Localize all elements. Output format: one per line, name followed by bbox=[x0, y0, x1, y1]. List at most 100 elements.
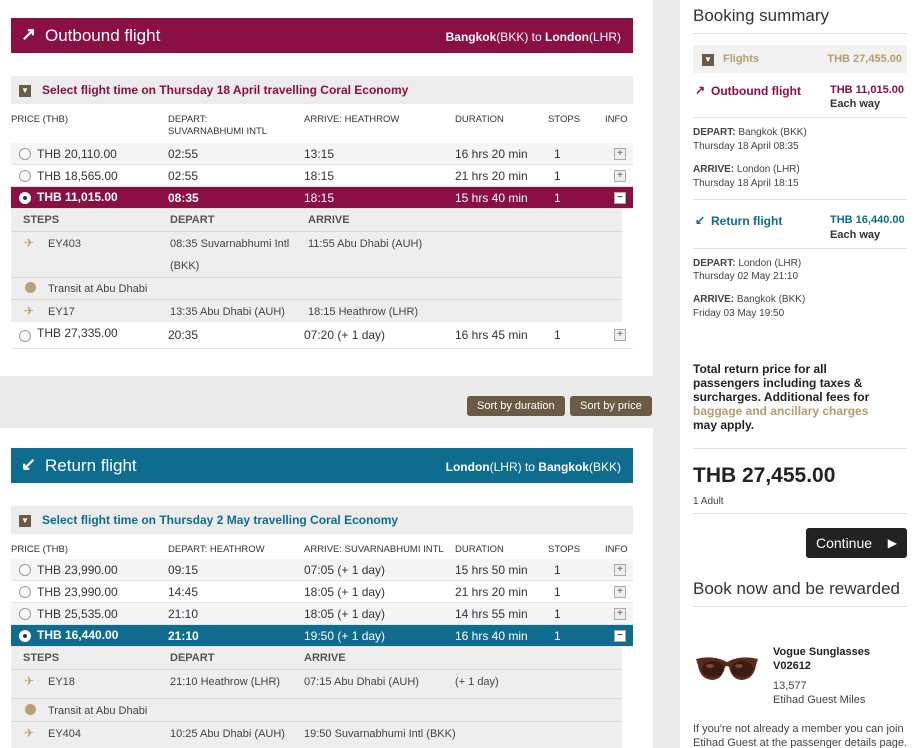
return-arrow-icon: ↙ bbox=[695, 213, 706, 227]
summary-return-label: Return flight bbox=[711, 214, 783, 228]
return-select-text: Select flight time on Thursday 2 May tra… bbox=[42, 513, 399, 527]
product-code: V02612 bbox=[773, 660, 811, 672]
flight-row[interactable]: THB 23,990.00 14:45 18:05 (+ 1 day) 21 h… bbox=[11, 581, 633, 603]
collapse-icon[interactable]: ▼ bbox=[702, 54, 714, 66]
col-info: INFO bbox=[605, 114, 628, 125]
leg-arrive: 18:15 Heathrow (LHR) bbox=[308, 306, 419, 318]
return-arrow-icon: ↙ bbox=[21, 454, 37, 474]
member-text-2: Etihad Guest at the passenger details pa… bbox=[693, 737, 908, 748]
summary-return-each: Each way bbox=[830, 229, 881, 241]
summary-ret-arrive-time: Friday 03 May 19:50 bbox=[693, 308, 785, 319]
passenger-count: 1 Adult bbox=[693, 496, 724, 507]
return-select-bar[interactable]: ▼ Select flight time on Thursday 2 May t… bbox=[11, 506, 633, 534]
booking-summary-panel: Booking summary ▼ Flights THB 27,455.00 … bbox=[680, 0, 915, 748]
flight-row[interactable]: THB 23,990.00 09:15 07:05 (+ 1 day) 15 h… bbox=[11, 559, 633, 581]
leg-flight-number: EY18 bbox=[48, 676, 75, 688]
flight-price: THB 16,440.00 bbox=[37, 628, 119, 642]
flight-radio[interactable] bbox=[19, 148, 31, 160]
flight-row-selected[interactable]: THB 16,440.00 21:10 19:50 (+ 1 day) 16 h… bbox=[11, 625, 633, 647]
total-text-2: passengers including taxes & bbox=[693, 376, 863, 390]
col-depart: DEPART: SUVARNABHUMI INTL bbox=[168, 114, 268, 137]
plane-icon: ✈ bbox=[24, 726, 35, 740]
flight-price: THB 18,565.00 bbox=[37, 169, 118, 183]
expand-info-icon[interactable]: + bbox=[614, 170, 626, 182]
flight-row[interactable]: THB 27,335.00 20:35 07:20 (+ 1 day) 16 h… bbox=[11, 323, 633, 349]
total-text-4: may apply. bbox=[693, 418, 755, 432]
flight-duration: 21 hrs 20 min bbox=[455, 585, 528, 599]
plane-icon: ✈ bbox=[24, 674, 35, 688]
col-price: PRICE (THB) bbox=[11, 544, 68, 555]
flight-stops: 1 bbox=[554, 328, 561, 342]
continue-button[interactable]: Continue ▶ bbox=[806, 528, 907, 558]
col-depart: DEPART: HEATHROW bbox=[168, 544, 265, 555]
col-arrive: ARRIVE: HEATHROW bbox=[304, 114, 400, 125]
flight-stops: 1 bbox=[554, 629, 561, 643]
flight-row-selected[interactable]: THB 11,015.00 08:35 18:15 15 hrs 40 min … bbox=[11, 187, 633, 209]
flight-duration: 16 hrs 20 min bbox=[455, 147, 528, 161]
expand-info-icon[interactable]: + bbox=[614, 329, 626, 341]
outbound-select-text: Select flight time on Thursday 18 April … bbox=[42, 83, 409, 97]
collapse-info-icon[interactable]: − bbox=[614, 630, 626, 642]
leg-depart: 21:10 Heathrow (LHR) bbox=[170, 676, 281, 688]
flight-arrive: 07:05 (+ 1 day) bbox=[304, 563, 386, 577]
col-duration: DURATION bbox=[455, 544, 504, 555]
summary-ret-depart-time: Thursday 02 May 21:10 bbox=[693, 271, 799, 282]
plane-icon: ✈ bbox=[24, 304, 35, 318]
flights-summary-bar[interactable]: ▼ Flights THB 27,455.00 bbox=[693, 45, 907, 73]
col-stops: STOPS bbox=[548, 114, 581, 125]
arrive-label: ARRIVE bbox=[308, 214, 350, 226]
flight-depart: 21:10 bbox=[168, 607, 199, 621]
collapse-icon[interactable]: ▼ bbox=[19, 85, 31, 97]
flight-depart: 08:35 bbox=[168, 191, 199, 205]
col-stops: STOPS bbox=[548, 544, 581, 555]
flight-duration: 16 hrs 40 min bbox=[455, 629, 528, 643]
leg-depart-code: (BKK) bbox=[170, 260, 200, 272]
chevron-right-icon: ▶ bbox=[887, 536, 897, 550]
steps-label: STEPS bbox=[23, 214, 60, 226]
flight-radio[interactable] bbox=[19, 630, 31, 642]
member-text-1: If you're not already a member you can j… bbox=[693, 723, 904, 735]
flight-radio[interactable] bbox=[19, 564, 31, 576]
fees-link[interactable]: baggage and ancillary charges bbox=[693, 404, 869, 418]
expand-info-icon[interactable]: + bbox=[614, 586, 626, 598]
collapse-icon[interactable]: ▼ bbox=[19, 515, 31, 527]
flight-row[interactable]: THB 25,535.00 21:10 18:05 (+ 1 day) 14 h… bbox=[11, 603, 633, 625]
summary-outbound-price: THB 11,015.00 bbox=[830, 84, 904, 96]
expand-info-icon[interactable]: + bbox=[614, 148, 626, 160]
flight-radio[interactable] bbox=[19, 586, 31, 598]
leg-flight-number: EY404 bbox=[48, 728, 82, 740]
flight-stops: 1 bbox=[554, 147, 561, 161]
outbound-header: ↗ Outbound flight Bangkok(BKK) to London… bbox=[11, 18, 633, 53]
leg-arrive-note: (+ 1 day) bbox=[455, 676, 499, 688]
summary-outbound-label: Outbound flight bbox=[711, 84, 801, 98]
summary-return-price: THB 16,440.00 bbox=[830, 214, 905, 226]
flight-arrive: 18:05 (+ 1 day) bbox=[304, 607, 386, 621]
return-header: ↙ Return flight London(LHR) to Bangkok(B… bbox=[11, 448, 633, 483]
flight-radio[interactable] bbox=[19, 608, 31, 620]
col-arrive: ARRIVE: SUVARNABHUMI INTL bbox=[304, 544, 444, 555]
flight-duration: 16 hrs 45 min bbox=[455, 328, 528, 342]
collapse-info-icon[interactable]: − bbox=[614, 192, 626, 204]
summary-ret-arrive: ARRIVE: Bangkok (BKK) bbox=[693, 294, 806, 305]
flight-depart: 02:55 bbox=[168, 169, 199, 183]
flight-radio[interactable] bbox=[19, 170, 31, 182]
sort-by-duration-button[interactable]: Sort by duration bbox=[467, 396, 565, 416]
expand-info-icon[interactable]: + bbox=[614, 564, 626, 576]
outbound-select-bar[interactable]: ▼ Select flight time on Thursday 18 Apri… bbox=[11, 76, 633, 104]
leg-arrive: 07:15 Abu Dhabi (AUH) bbox=[304, 676, 419, 688]
arrive-label: ARRIVE bbox=[304, 652, 346, 664]
flight-radio[interactable] bbox=[19, 192, 31, 204]
steps-label: STEPS bbox=[23, 652, 60, 664]
return-flight-details: STEPS DEPART ARRIVE ✈ EY18 21:10 Heathro… bbox=[11, 647, 622, 748]
flight-depart: 14:45 bbox=[168, 585, 199, 599]
flight-arrive: 18:15 bbox=[304, 169, 335, 183]
sort-by-price-button[interactable]: Sort by price bbox=[570, 396, 652, 416]
column-separator bbox=[653, 0, 680, 748]
leg-flight-number: EY17 bbox=[48, 306, 75, 318]
flight-row[interactable]: THB 20,110.00 02:55 13:15 16 hrs 20 min … bbox=[11, 143, 633, 165]
flight-row[interactable]: THB 18,565.00 02:55 18:15 21 hrs 20 min … bbox=[11, 165, 633, 187]
outbound-title: Outbound flight bbox=[45, 26, 161, 45]
flight-depart: 21:10 bbox=[168, 629, 199, 643]
flight-radio[interactable] bbox=[19, 330, 31, 342]
expand-info-icon[interactable]: + bbox=[614, 608, 626, 620]
